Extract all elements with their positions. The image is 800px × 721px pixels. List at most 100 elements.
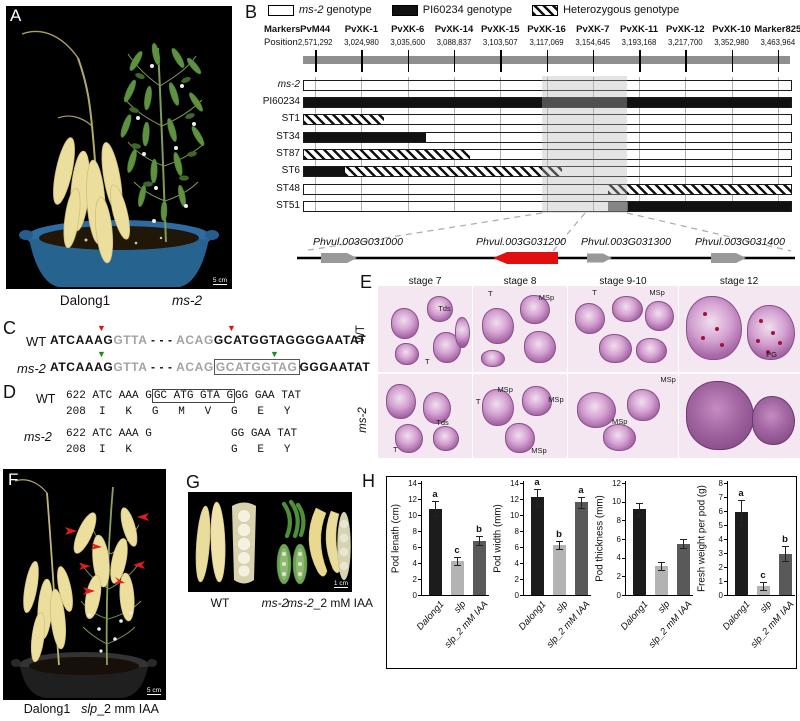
y-tick-mark — [724, 497, 727, 498]
significance-letter: a — [578, 484, 584, 496]
histology-tile: T MSp MSp MSp — [473, 374, 567, 458]
y-axis-line — [523, 481, 524, 595]
y-tick-mark — [724, 539, 727, 540]
legend-swatch-black — [391, 4, 418, 16]
pollen-grain-dot — [720, 342, 725, 347]
tissue-blob — [523, 330, 556, 364]
panel-d-ms2-label: ms-2 — [24, 430, 52, 444]
error-bar-cap — [759, 581, 767, 583]
data-bar-slp — [654, 566, 668, 595]
y-tick-label: 2 — [718, 562, 723, 572]
wt-sequence: ATCAAAGGTTA - - - ACAGGCATGGTAGGGGAATAT — [50, 333, 366, 347]
pollen-grain-dot — [770, 330, 775, 335]
tissue-annotation: MSp — [612, 416, 628, 426]
slp-italic: slp — [81, 702, 98, 716]
tissue-annotation: MSp — [649, 287, 665, 297]
chromosome-tick — [639, 50, 641, 72]
error-bar-cap — [635, 502, 643, 504]
tissue-blob — [686, 380, 754, 450]
marker-name: Marker825 — [754, 24, 800, 35]
error-bar-cap — [431, 515, 439, 517]
tissue-annotation: MSp — [531, 446, 547, 456]
seq-gray: GTTA — [113, 360, 148, 374]
y-tick-label: 4 — [412, 558, 417, 568]
marker-position: 2,571,292 — [297, 38, 333, 47]
error-bar-cap — [577, 496, 585, 498]
panel-c: C ▼ ▼ WT ATCAAAGGTTA - - - ACAGGCATGGTAG… — [0, 318, 370, 382]
y-tick-label: 6 — [412, 542, 417, 552]
genotype-row-label: ST6 — [281, 165, 300, 176]
y-tick-mark — [724, 581, 727, 582]
marker-name: PvXK-15 — [480, 24, 520, 35]
x-axis-line — [523, 595, 591, 596]
error-bar — [457, 556, 458, 565]
genotype-bar-ST1 — [303, 114, 792, 125]
marker-position: 3,088,837 — [436, 38, 472, 47]
y-tick-mark — [418, 515, 421, 516]
y-tick-mark — [520, 547, 523, 548]
y-tick-label: 14 — [408, 478, 417, 488]
genotype-row-label: ST34 — [276, 131, 300, 142]
tissue-blob — [482, 308, 515, 345]
chromosome-tick — [731, 50, 734, 72]
red-arrowhead-icon: ▼ — [227, 323, 236, 333]
y-tick-label: 0 — [718, 590, 723, 600]
tissue-blob — [391, 308, 420, 340]
gene-label-text: Phvul.003G031000 — [313, 236, 403, 248]
genotype-bar-ms2 — [303, 80, 792, 91]
legend-label: Heterozygous genotype — [563, 4, 680, 16]
legend-label: PI60234 genotype — [422, 4, 513, 16]
y-tick-label: 10 — [408, 510, 417, 520]
histology-tile: Tds T — [378, 286, 472, 372]
chromosome-tick — [407, 50, 410, 72]
stage-header-text: stage 12 — [719, 276, 759, 287]
tissue-blob — [636, 337, 667, 364]
panel-g-letter: G — [186, 472, 201, 492]
genotype-rows: ms-2 PI60234 ST1 ST34 ST87 ST6 ST48 ST51 — [240, 0, 800, 260]
data-bar-slp2mMIAA — [778, 553, 792, 595]
data-bar-slp2mMIAA — [574, 502, 588, 595]
legend-item-ms2: ms-2 genotype — [268, 4, 372, 16]
marker-position: 3,154,645 — [575, 38, 611, 47]
error-bar-cap — [781, 561, 789, 563]
seq-black: ATCAAAG — [50, 360, 114, 374]
chromosome-tick — [592, 50, 595, 72]
panel-b-map-area: PvM44 2,571,292 PvXK-1 3,024,980 PvXK-6 3,035… — [298, 0, 800, 260]
gene-label-text: Phvul.003G031300 — [581, 236, 671, 248]
seq-black: GGGAATAT — [299, 360, 371, 374]
y-tick-mark — [724, 511, 727, 512]
tissue-annotation: MSp — [548, 394, 564, 404]
genotype-segment-white — [470, 150, 791, 159]
tissue-blob — [480, 349, 505, 367]
x-category-label: slp — [655, 599, 673, 616]
seq-boxed-gray: GCATGGTAG — [213, 359, 300, 375]
codons: GG GAA TAT — [231, 428, 298, 440]
green-arrowhead-icon: ▼ — [97, 349, 106, 359]
codons: GG GAA TAT — [235, 390, 302, 402]
aa: G E Y — [231, 444, 291, 456]
significance-letter: c — [454, 544, 460, 556]
y-tick-label: 4 — [616, 553, 621, 563]
tissue-blob — [603, 424, 637, 452]
x-category-label: Dalong1 — [618, 599, 651, 633]
y-tick-label: 1 — [718, 576, 723, 586]
x-category-label: slp — [757, 599, 775, 616]
genotype-bar-PI60234 — [303, 97, 792, 108]
codons-boxed: GC ATG GTA G — [151, 389, 236, 403]
significance-letter: a — [432, 489, 438, 501]
candidate-region-highlight — [541, 76, 627, 213]
tissue-annotation: T — [475, 396, 481, 406]
marker-position: 3,193,168 — [621, 38, 657, 47]
tissue-blob — [423, 392, 452, 425]
marker-name: PvXK-10 — [712, 24, 751, 35]
error-bar-cap — [533, 488, 541, 490]
panel-a-label-dalong1-text: Dalong1 — [59, 293, 111, 308]
marker-position: 3,103,507 — [482, 38, 518, 47]
tissue-blob — [574, 303, 606, 335]
error-bar — [559, 541, 560, 550]
tissue-blob — [394, 424, 424, 453]
pollen-grain-dot — [756, 339, 761, 344]
y-tick-mark — [724, 525, 727, 526]
data-bar-slp2mMIAA — [676, 543, 690, 595]
bar-chart-3: Pod thickness (mm) 0 2 4 6 8 10 12 Dalong1 slp slp… — [593, 477, 695, 667]
